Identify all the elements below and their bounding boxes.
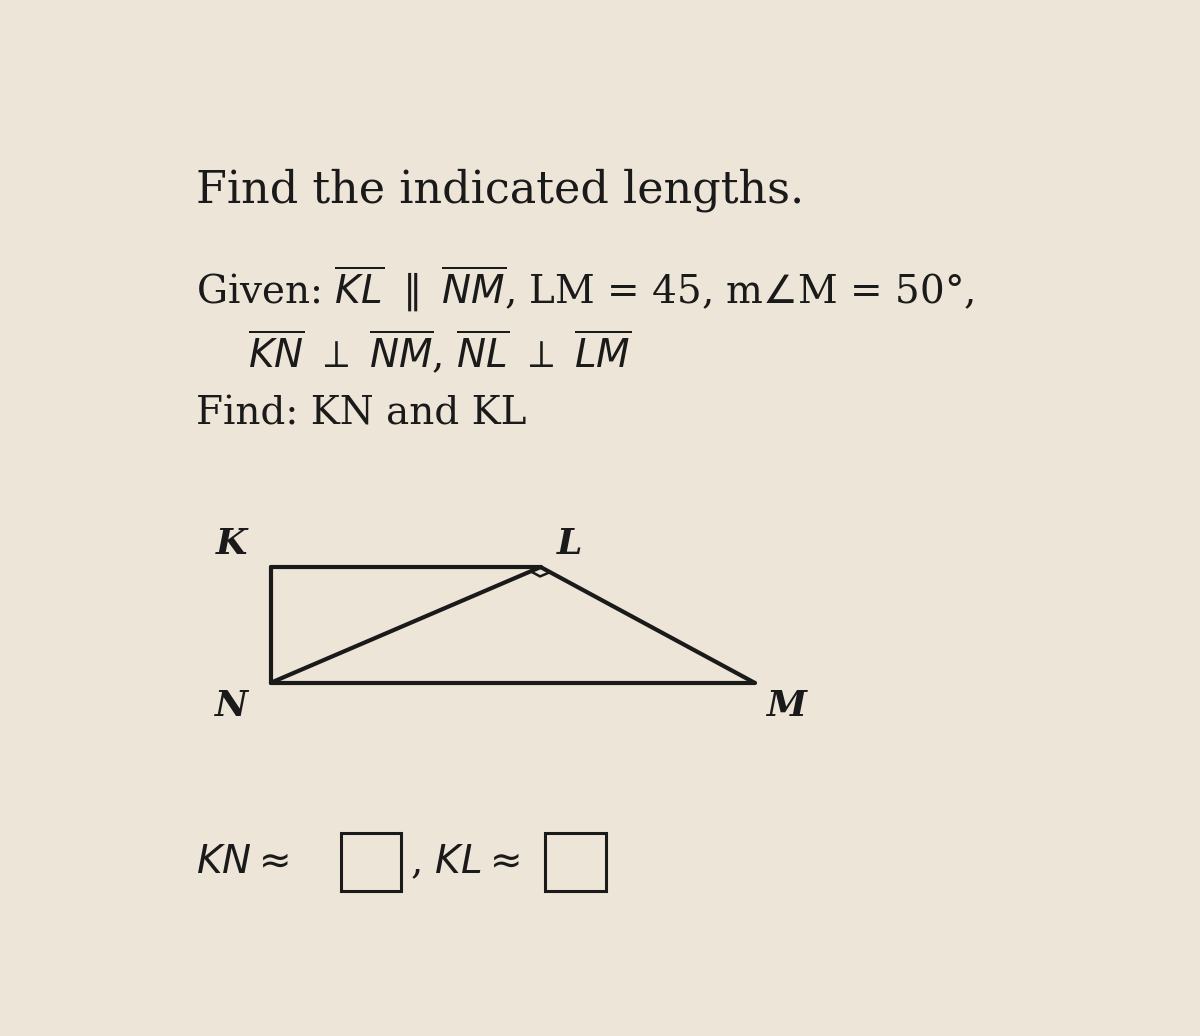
Text: L: L [557, 526, 583, 560]
Bar [545, 834, 606, 891]
Text: M: M [766, 689, 805, 723]
Bar [341, 834, 401, 891]
Text: N: N [215, 689, 247, 723]
Text: $KN\approx$: $KN\approx$ [197, 843, 289, 881]
Text: , $KL\approx$: , $KL\approx$ [410, 843, 521, 882]
Text: Find: KN and KL: Find: KN and KL [197, 396, 527, 433]
Text: K: K [216, 526, 247, 560]
Text: Find the indicated lengths.: Find the indicated lengths. [197, 168, 805, 212]
Text: Given: $\overline{KL}$ $\parallel$ $\overline{NM}$, LM = 45, m$\angle$M = 50°,: Given: $\overline{KL}$ $\parallel$ $\ove… [197, 264, 974, 314]
Text: $\overline{KN}$ $\perp$ $\overline{NM}$, $\overline{NL}$ $\perp$ $\overline{LM}$: $\overline{KN}$ $\perp$ $\overline{NM}$,… [247, 327, 631, 376]
